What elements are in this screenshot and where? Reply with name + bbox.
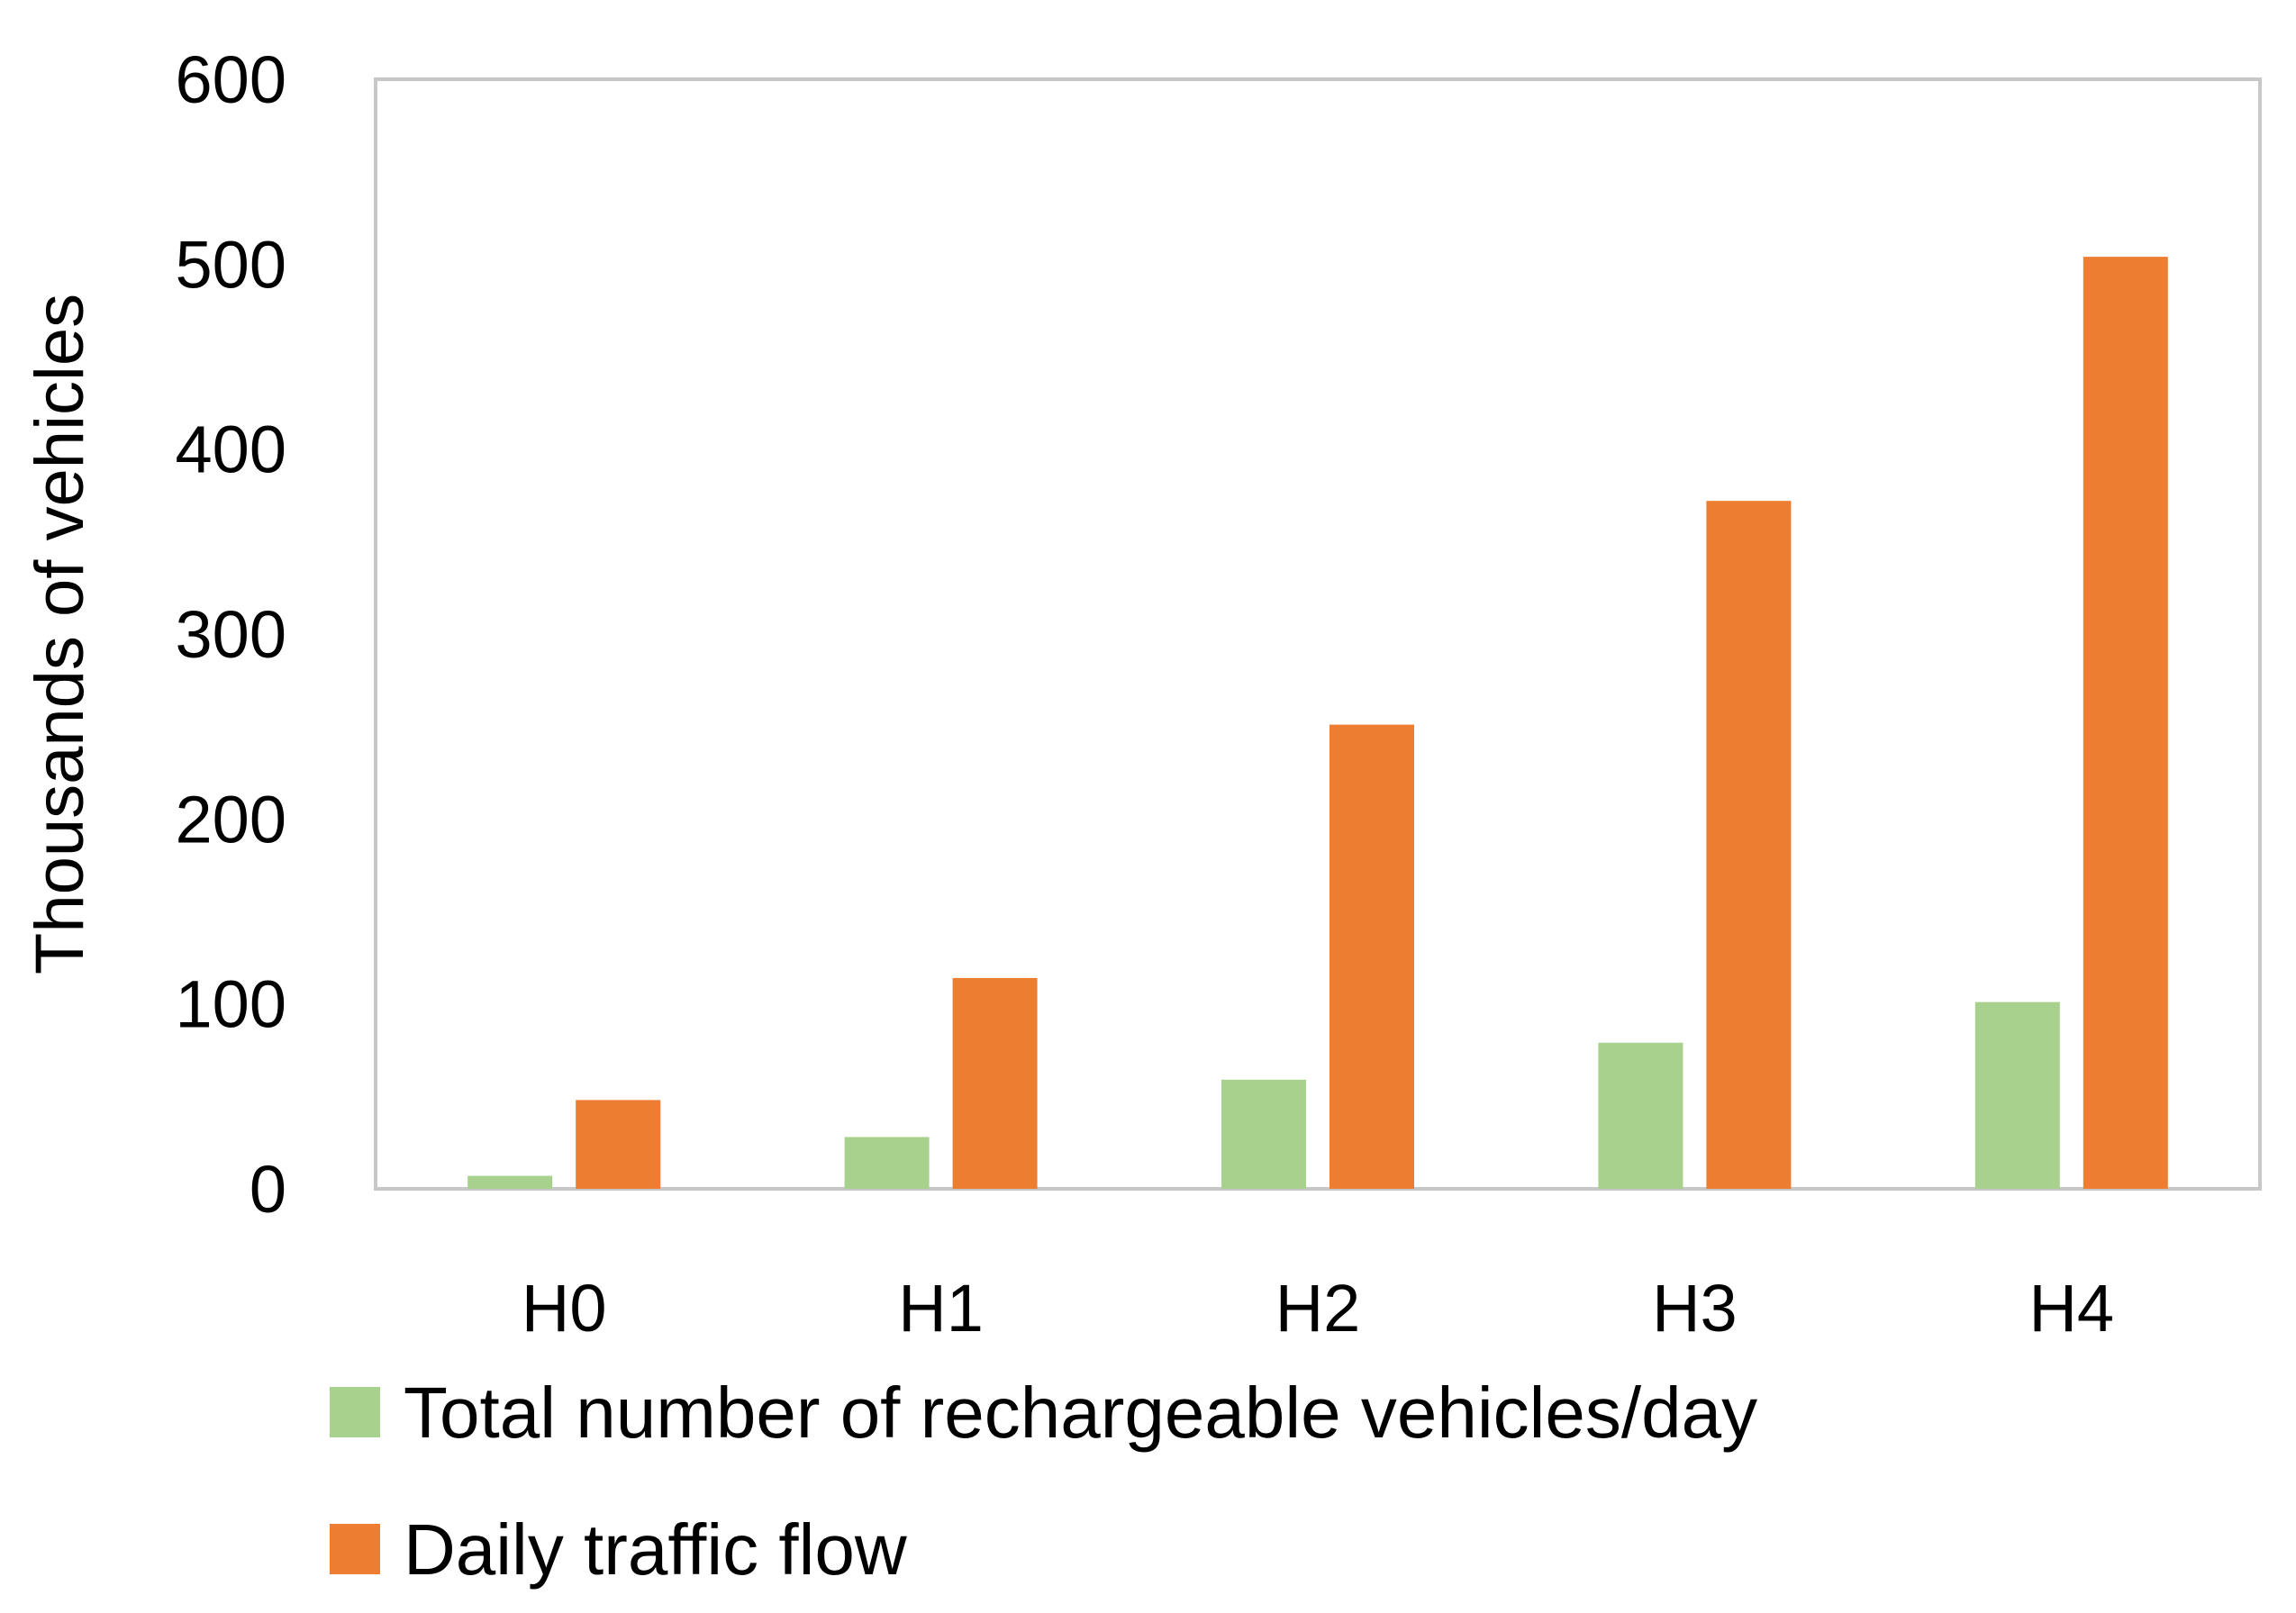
y-axis-title: Thousands of vehicles: [22, 294, 98, 974]
bar-h2-series-1: [1221, 1079, 1306, 1189]
x-axis-ticks: H0 H1 H2 H3 H4: [522, 1271, 2114, 1346]
x-tick-label: H4: [2028, 1271, 2114, 1346]
bar-h0-series-2: [576, 1100, 661, 1189]
legend-swatch: [330, 1524, 380, 1574]
y-tick-label: 500: [176, 227, 286, 302]
y-tick-label: 200: [176, 782, 286, 856]
bar-h4-series-1: [1974, 1001, 2060, 1189]
x-tick-label: H0: [522, 1271, 607, 1346]
x-tick-label: H1: [898, 1271, 984, 1346]
plot-area-frame: [374, 77, 2262, 1191]
y-tick-label: 0: [250, 1152, 286, 1227]
y-tick-label: 300: [176, 597, 286, 672]
bars: [467, 257, 2168, 1189]
legend-swatch: [330, 1387, 380, 1437]
bar-h1-series-2: [952, 977, 1038, 1189]
bar-h4-series-2: [2083, 257, 2168, 1189]
y-tick-label: 100: [176, 967, 286, 1042]
y-axis-ticks: 0 100 200 300 400 500 600: [176, 42, 286, 1227]
legend: Total number of rechargeable vehicles/da…: [330, 1373, 1757, 1590]
bar-h2-series-2: [1330, 724, 1414, 1189]
bar-h3-series-1: [1598, 1042, 1683, 1189]
y-tick-label: 600: [176, 42, 286, 117]
bar-h1-series-1: [844, 1137, 930, 1189]
x-tick-label: H3: [1652, 1271, 1738, 1346]
legend-label: Daily traffic flow: [404, 1509, 907, 1590]
bar-h3-series-2: [1706, 501, 1792, 1189]
y-tick-label: 400: [176, 412, 286, 487]
legend-label: Total number of rechargeable vehicles/da…: [404, 1373, 1757, 1453]
bar-h0-series-1: [467, 1175, 553, 1189]
x-tick-label: H2: [1275, 1271, 1361, 1346]
